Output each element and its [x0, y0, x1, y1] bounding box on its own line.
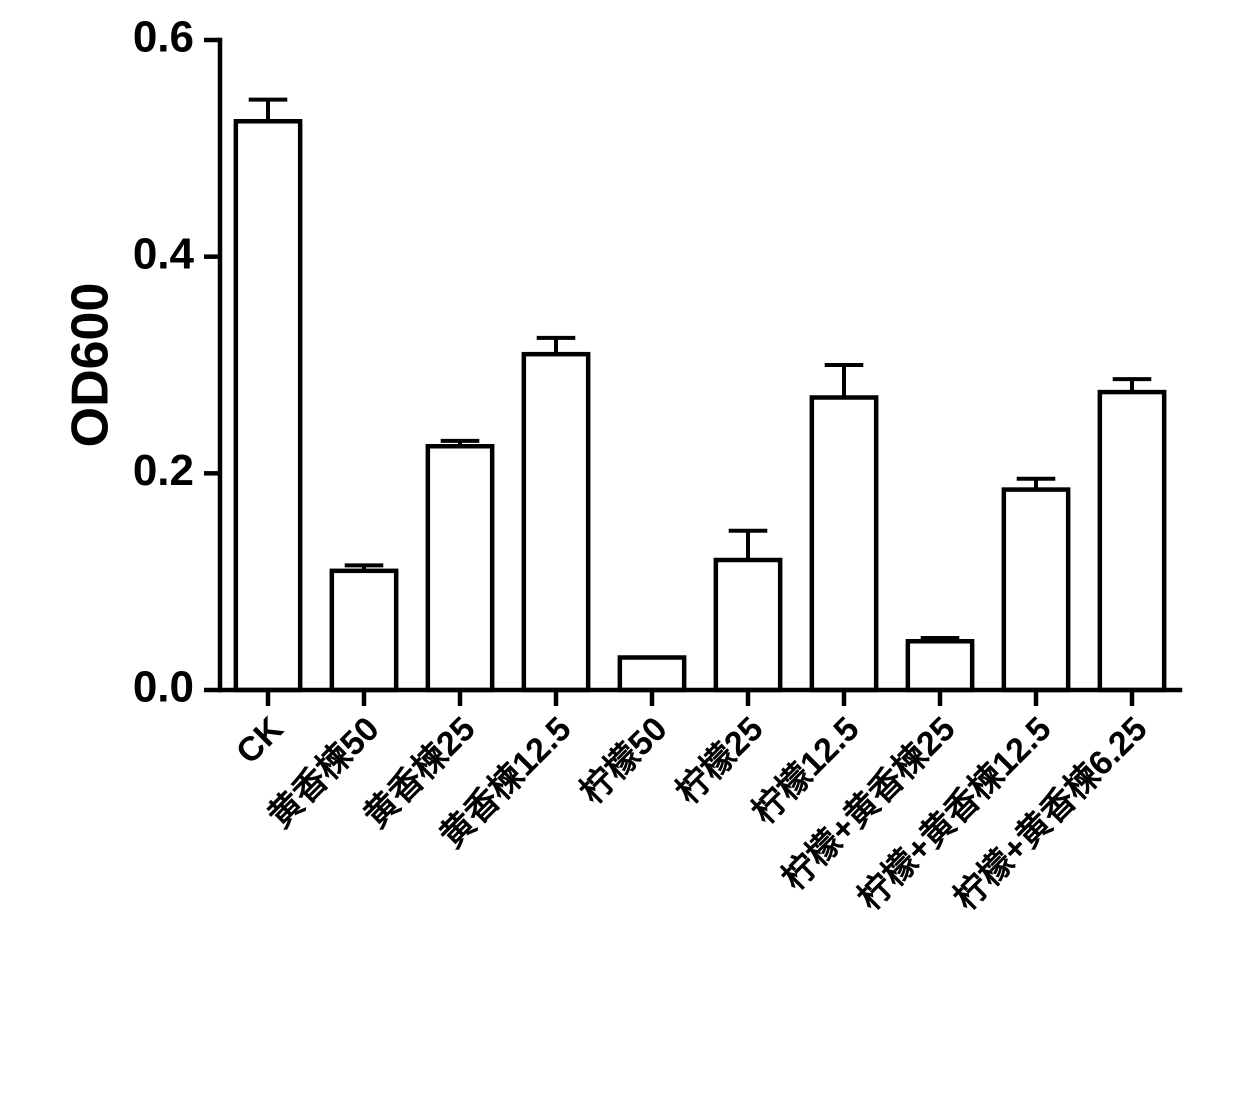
bar	[428, 446, 492, 690]
bar	[332, 571, 396, 690]
bar	[620, 658, 684, 691]
y-tick-label: 0.0	[133, 663, 194, 712]
y-tick-label: 0.4	[133, 229, 195, 278]
bar	[1004, 490, 1068, 690]
y-tick-label: 0.6	[133, 13, 194, 62]
y-tick-label: 0.2	[133, 446, 194, 495]
y-axis-title: OD600	[62, 283, 120, 448]
bar	[812, 398, 876, 691]
bar-chart: 0.00.20.40.6OD600CK黄香楝50黄香楝25黄香楝12.5柠檬50…	[0, 0, 1240, 1114]
bar	[1100, 392, 1164, 690]
bar	[716, 560, 780, 690]
bar	[908, 641, 972, 690]
bar	[236, 121, 300, 690]
bar	[524, 354, 588, 690]
